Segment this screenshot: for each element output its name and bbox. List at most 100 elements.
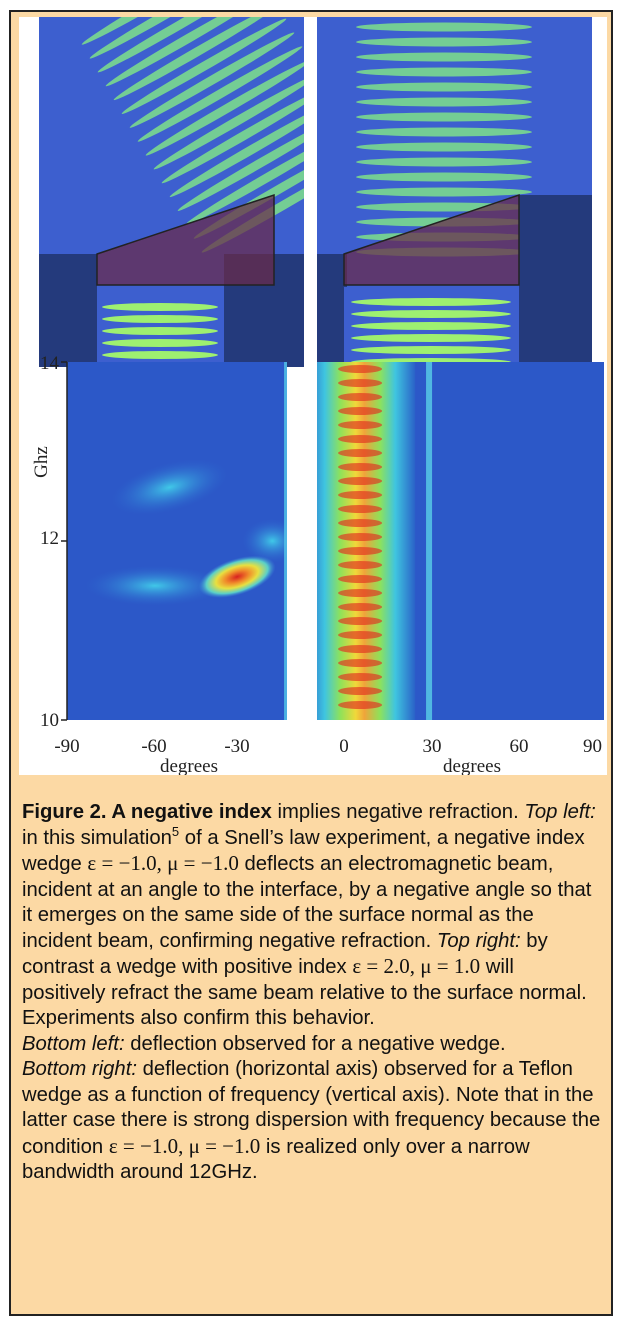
- x-tick-label: -60: [141, 736, 166, 757]
- wave-front: [169, 101, 304, 198]
- x-axis-label: degrees: [443, 756, 501, 775]
- ridge-spot: [338, 547, 383, 555]
- wave-front: [102, 339, 218, 347]
- wave-front: [356, 97, 532, 107]
- y-axis-label: Ghz: [31, 446, 52, 478]
- wave-front: [356, 127, 532, 137]
- wave-front: [351, 298, 511, 306]
- wave-front: [97, 17, 263, 73]
- ridge-spot: [338, 687, 383, 695]
- x-tick-label: -30: [224, 736, 249, 757]
- wave-front: [356, 37, 532, 47]
- wave-front: [356, 112, 532, 122]
- ridge-spot: [338, 561, 383, 569]
- x-axis-label: degrees: [160, 756, 218, 775]
- wave-front: [185, 129, 304, 225]
- ridge-spot: [338, 421, 383, 429]
- figure-caption: Figure 2. A negative index implies negat…: [22, 800, 602, 1186]
- caption-text: will positively refract the same beam re…: [22, 956, 587, 1029]
- figure-svg: 14 12 10 Ghz -90 -60 -30 degrees 0 30 60…: [31, 17, 604, 777]
- equation: ε = −1.0, μ = −1.0: [87, 851, 239, 875]
- wave-front: [145, 60, 304, 156]
- caption-text: deflects an electromagnetic beam, incide…: [22, 853, 592, 952]
- panel-label: Bottom left:: [22, 1032, 125, 1055]
- wave-front: [356, 172, 532, 182]
- intensity-hotspot: [198, 555, 276, 598]
- x-tick-label: 30: [423, 736, 442, 757]
- tick-label: 14: [40, 353, 60, 374]
- figure-label: Figure 2. A negative index: [22, 801, 272, 823]
- panel-label: Bottom right:: [22, 1058, 137, 1080]
- intensity-blob: [111, 459, 228, 516]
- wave-front: [137, 46, 303, 142]
- panel-label: Top right:: [436, 929, 521, 952]
- wave-front: [351, 322, 511, 330]
- wave-front: [356, 82, 532, 92]
- ridge-spot: [338, 617, 383, 625]
- wave-front: [113, 17, 279, 101]
- ridge-spot: [338, 477, 383, 485]
- tick-label: 10: [40, 710, 59, 731]
- ridge-spot: [338, 393, 383, 401]
- ridge-spot: [338, 701, 383, 709]
- wave-front: [102, 327, 218, 335]
- wave-front: [356, 157, 532, 167]
- ridge-spot: [338, 491, 383, 499]
- ridge-spot: [338, 533, 383, 541]
- x-tick-label: 0: [339, 736, 349, 757]
- ridge-spot: [338, 505, 383, 513]
- wave-front: [102, 303, 218, 311]
- edge-band: [426, 362, 433, 720]
- wave-front: [356, 142, 532, 152]
- ridge-spot: [338, 519, 383, 527]
- wave-front: [161, 87, 304, 184]
- ridge-spot: [338, 435, 383, 443]
- wave-front: [356, 52, 532, 62]
- ridge-spot: [338, 449, 383, 457]
- ridge-spot: [338, 645, 383, 653]
- ridge-spot: [338, 673, 383, 681]
- ridge-spot: [338, 365, 383, 373]
- edge-band: [284, 362, 287, 720]
- figure-area: 14 12 10 Ghz -90 -60 -30 degrees 0 30 60…: [19, 17, 607, 777]
- ridge-spot: [338, 603, 383, 611]
- wave-front: [356, 22, 532, 32]
- wave-front: [129, 32, 295, 128]
- top-left-panel: [39, 17, 304, 367]
- wave-front: [177, 115, 304, 211]
- wave-front: [351, 334, 511, 342]
- x-tick-label: -90: [54, 736, 79, 757]
- wave-front: [351, 346, 511, 354]
- ridge-spot: [338, 575, 383, 583]
- tick-label: 12: [40, 528, 59, 549]
- bottom-left-heatmap: 14 12 10 Ghz -90 -60 -30 degrees: [31, 353, 287, 777]
- intensity-blob: [85, 565, 225, 606]
- wave-front: [351, 310, 511, 318]
- equation: ε = −1.0, μ = −1.0: [108, 1133, 261, 1158]
- equation: ε = 2.0, μ = 1.0: [352, 954, 481, 978]
- wave-front: [89, 17, 255, 59]
- x-tick-label: 90: [583, 736, 602, 757]
- ridge-spot: [338, 659, 383, 667]
- ridge-spot: [338, 589, 383, 597]
- caption-text: by contrast a wedge with positive index: [22, 929, 548, 979]
- wave-front: [121, 18, 287, 114]
- caption-text: in this simulation: [22, 826, 172, 849]
- ridge-spot: [338, 463, 383, 471]
- caption-text: of a Snell’s law experiment, a negative …: [22, 826, 585, 876]
- reference-superscript: 5: [171, 823, 180, 839]
- intensity-blob: [242, 519, 287, 563]
- wave-front: [102, 351, 218, 359]
- ridge-spot: [338, 379, 383, 387]
- caption-text: implies negative refraction.: [271, 801, 525, 823]
- caption-text: deflection observed for a negative wedge…: [124, 1032, 506, 1055]
- wave-front: [356, 67, 532, 77]
- wave-front: [81, 17, 247, 45]
- panel-label: Top left:: [524, 801, 596, 823]
- caption-text: deflection (horizontal axis) observed fo…: [22, 1058, 601, 1158]
- top-right-panel: [317, 17, 592, 367]
- caption-text: is realized only over a narrow bandwidth…: [22, 1135, 530, 1184]
- wave-front: [356, 187, 532, 197]
- wave-front: [105, 17, 271, 87]
- wave-front: [153, 74, 304, 170]
